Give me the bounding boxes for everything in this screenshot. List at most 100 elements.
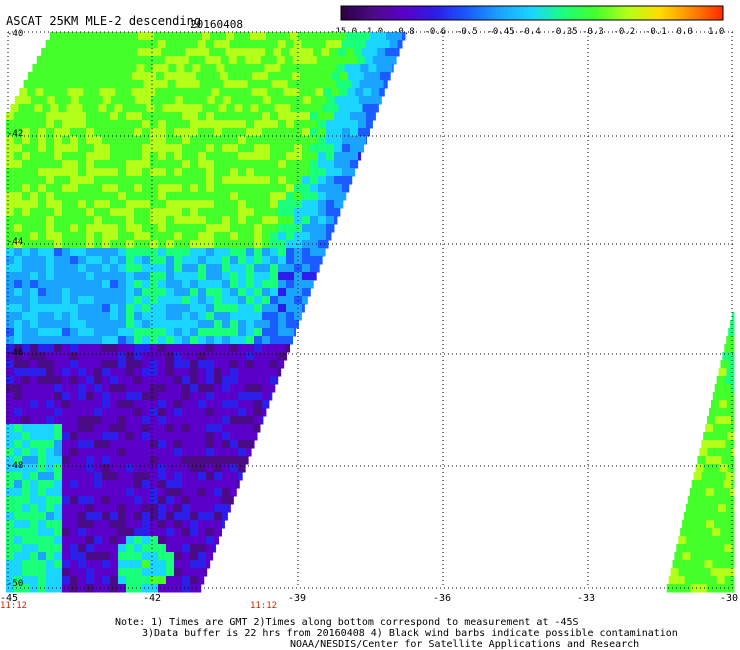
swath-pixel	[190, 480, 199, 489]
swath-pixel	[334, 192, 343, 201]
swath-pixel	[261, 40, 271, 49]
swath-pixel	[338, 104, 347, 113]
swath-pixel	[70, 352, 79, 361]
swath-pixel	[46, 432, 55, 441]
swath-pixel	[22, 176, 31, 185]
swath-pixel	[204, 56, 214, 65]
swath-pixel	[350, 128, 359, 137]
swath-pixel	[76, 72, 85, 81]
swath-pixel	[142, 224, 151, 233]
swath-pixel	[166, 344, 175, 353]
swath-pixel	[318, 152, 327, 161]
swath-pixel	[198, 336, 207, 345]
swath-pixel	[118, 568, 127, 577]
swath-pixel	[110, 344, 119, 353]
swath-pixel	[318, 200, 327, 209]
swath-pixel	[692, 576, 702, 585]
swath-pixel	[34, 104, 43, 113]
swath-pixel	[715, 448, 724, 457]
time-label-2: 11:12	[250, 601, 278, 611]
swath-pixel	[253, 40, 263, 49]
swath-pixel	[134, 200, 143, 209]
swath-pixel	[384, 64, 393, 73]
swath-pixel	[54, 272, 63, 281]
swath-pixel	[206, 312, 215, 321]
swath-pixel	[94, 392, 103, 401]
swath-pixel	[306, 104, 315, 113]
swath-pixel	[198, 360, 207, 369]
swath-pixel	[38, 240, 47, 249]
swath-pixel	[173, 40, 183, 49]
swath-pixel	[310, 224, 319, 233]
swath-pixel	[22, 336, 31, 345]
swath-pixel	[190, 352, 199, 361]
swath-pixel	[6, 400, 15, 409]
swath-pixel	[14, 312, 23, 321]
swath-pixel	[206, 440, 215, 449]
swath-pixel	[214, 160, 223, 169]
swath-pixel	[222, 520, 225, 529]
swath-pixel	[38, 280, 47, 289]
swath-pixel	[158, 248, 167, 257]
swath-pixel	[230, 504, 231, 513]
swath-pixel	[198, 312, 207, 321]
swath-pixel	[300, 56, 310, 65]
swath-pixel	[78, 96, 88, 105]
swath-pixel	[246, 296, 255, 305]
swath-pixel	[62, 456, 71, 465]
swath-pixel	[254, 160, 263, 169]
swath-pixel	[94, 240, 103, 249]
swath-pixel	[230, 120, 239, 129]
swath-pixel	[262, 408, 267, 417]
swath-pixel	[142, 136, 151, 145]
swath-pixel	[724, 376, 734, 385]
swath-pixel	[70, 256, 79, 265]
swath-pixel	[254, 336, 263, 345]
swath-pixel	[159, 80, 169, 89]
swath-pixel	[300, 72, 309, 81]
swath-pixel	[182, 136, 191, 145]
swath-pixel	[222, 264, 231, 273]
swath-pixel	[694, 536, 703, 545]
swath-pixel	[206, 304, 215, 313]
swath-pixel	[322, 104, 331, 113]
swath-pixel	[150, 480, 159, 489]
swath-pixel	[174, 552, 183, 561]
swath-pixel	[156, 72, 165, 81]
swath-pixel	[222, 288, 231, 297]
swath-pixel	[198, 200, 207, 209]
swath-pixel	[214, 472, 223, 481]
swath-pixel	[182, 160, 191, 169]
swath-pixel	[70, 536, 79, 545]
swath-pixel	[6, 520, 15, 529]
swath-pixel	[68, 56, 78, 65]
swath-pixel	[70, 392, 79, 401]
swath-pixel	[86, 584, 95, 593]
swath-pixel	[198, 512, 207, 521]
swath-pixel	[362, 104, 371, 113]
swath-pixel	[222, 408, 231, 417]
swath-pixel	[360, 64, 369, 73]
lat-label-48: -48	[7, 461, 24, 471]
swath-pixel	[206, 512, 215, 521]
swath-pixel	[38, 464, 47, 473]
swath-pixel	[716, 544, 725, 553]
swath-pixel	[214, 96, 224, 105]
swath-pixel	[46, 280, 55, 289]
swath-pixel	[118, 288, 127, 297]
swath-pixel	[14, 216, 23, 225]
swath-pixel	[144, 64, 153, 73]
swath-pixel	[238, 248, 247, 257]
swath-pixel	[166, 536, 175, 545]
swath-pixel	[697, 488, 707, 497]
swath-pixel	[182, 304, 191, 313]
swath-pixel	[354, 104, 363, 113]
swath-pixel	[257, 48, 266, 57]
swath-pixel	[158, 240, 167, 249]
swath-pixel	[22, 520, 31, 529]
swath-pixel	[150, 368, 159, 377]
swath-pixel	[94, 272, 103, 281]
swath-pixel	[22, 400, 31, 409]
swath-pixel	[206, 360, 215, 369]
swath-pixel	[86, 144, 95, 153]
